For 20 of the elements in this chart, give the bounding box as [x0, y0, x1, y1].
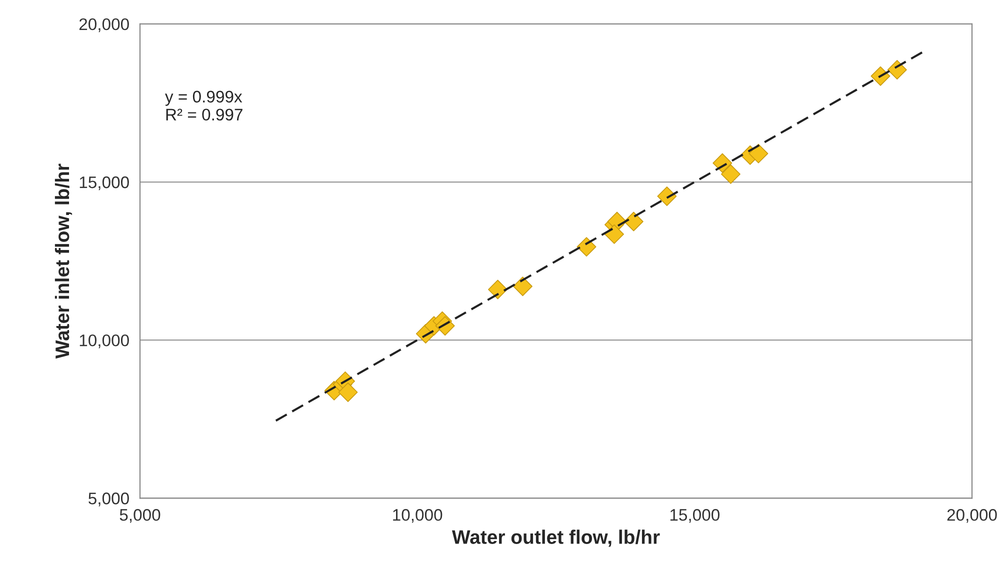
point [887, 60, 907, 80]
x-tick-label: 5,000 [120, 509, 160, 523]
x-tick-label: 15,000 [670, 509, 720, 523]
point [576, 237, 596, 257]
y-tick-label: 10,000 [80, 334, 129, 348]
y-tick-label: 5,000 [88, 492, 129, 506]
point [338, 382, 358, 402]
y-axis-title: Water inlet flow, lb/hr [54, 164, 72, 359]
y-tick-label: 20,000 [79, 18, 129, 32]
x-tick-label: 20,000 [947, 509, 997, 523]
point [512, 276, 532, 296]
point [604, 224, 624, 244]
point [720, 164, 740, 184]
x-tick-label: 10,000 [393, 509, 442, 523]
point [488, 280, 508, 300]
point [748, 144, 768, 164]
x-axis-title: Water outlet flow, lb/hr [452, 530, 660, 547]
point [624, 212, 644, 232]
y-tick-label: 15,000 [80, 176, 129, 190]
annotation: y = 0.999x R² = 0.997 [165, 90, 242, 121]
